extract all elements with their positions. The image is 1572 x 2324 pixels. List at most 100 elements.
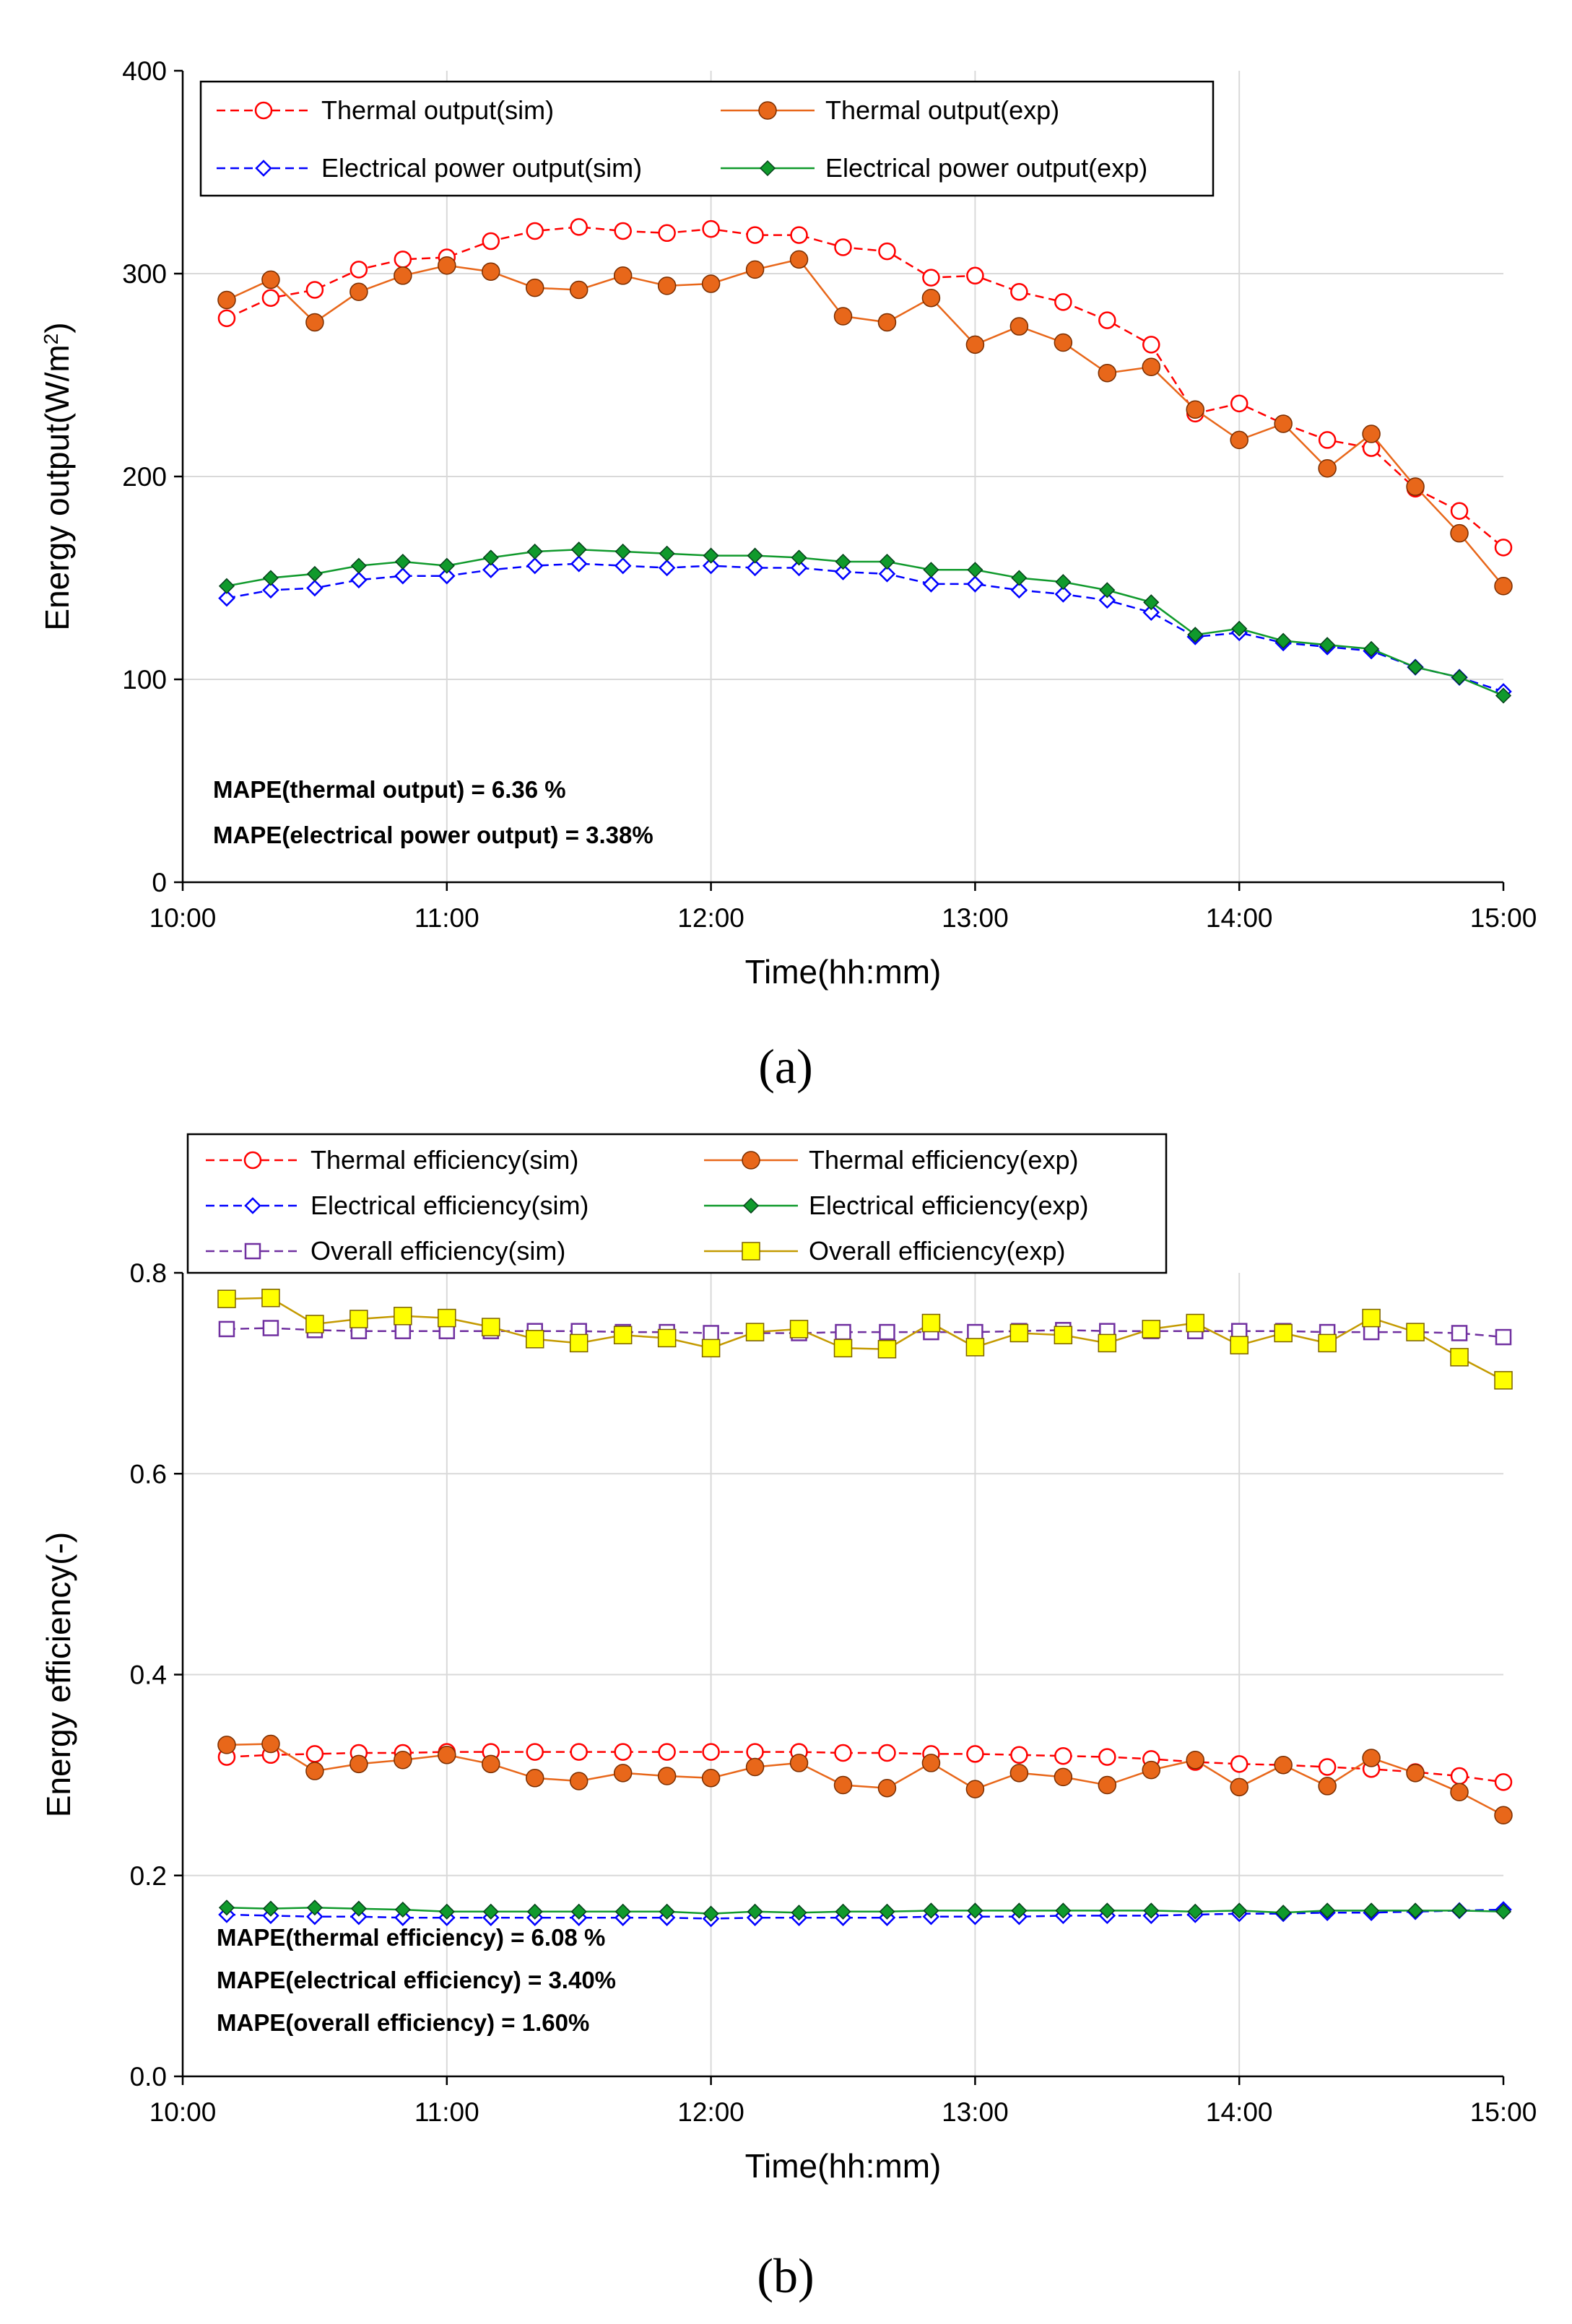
- legend-marker: [742, 1242, 760, 1261]
- point-thermal-output-sim: [1054, 293, 1072, 311]
- chart-a-panel-label: (a): [758, 1039, 812, 1094]
- point-overall-efficiency-exp: [745, 1323, 765, 1341]
- series-line-electrical-power-output-exp: [226, 548, 1504, 697]
- point-electrical-power-output-sim: [1010, 581, 1028, 599]
- point-thermal-output-sim: [1098, 311, 1116, 329]
- point-overall-efficiency-exp: [305, 1315, 324, 1333]
- point-electrical-efficiency-sim: [394, 1909, 412, 1926]
- point-electrical-efficiency-exp: [659, 1903, 675, 1920]
- point-electrical-power-output-sim: [922, 575, 940, 593]
- point-electrical-efficiency-exp: [482, 1903, 499, 1920]
- point-overall-efficiency-exp: [217, 1289, 236, 1308]
- point-overall-efficiency-exp: [569, 1333, 589, 1353]
- point-electrical-power-output-exp: [262, 570, 279, 586]
- point-overall-efficiency-exp: [349, 1310, 368, 1328]
- point-thermal-output-sim: [305, 281, 324, 299]
- point-electrical-power-output-exp: [659, 545, 675, 562]
- point-electrical-power-output-exp: [438, 557, 455, 574]
- point-thermal-output-exp: [1450, 523, 1469, 543]
- point-electrical-power-output-exp: [1363, 640, 1380, 657]
- x-tick-label: 15:00: [1470, 903, 1537, 933]
- point-electrical-power-output-sim: [1142, 604, 1160, 622]
- point-electrical-efficiency-exp: [570, 1903, 587, 1920]
- point-thermal-output-sim: [702, 219, 720, 238]
- point-thermal-efficiency-exp: [482, 1754, 500, 1774]
- point-overall-efficiency-sim: [1495, 1328, 1512, 1346]
- point-thermal-output-sim: [658, 224, 676, 243]
- point-electrical-efficiency-exp: [791, 1905, 807, 1921]
- point-thermal-efficiency-exp: [745, 1757, 765, 1777]
- point-thermal-efficiency-exp: [1450, 1783, 1469, 1802]
- point-electrical-power-output-sim: [746, 559, 764, 577]
- point-electrical-efficiency-exp: [262, 1900, 279, 1917]
- point-thermal-output-sim: [394, 251, 412, 269]
- x-axis-label: Time(hh:mm): [745, 953, 942, 991]
- point-electrical-power-output-sim: [834, 563, 852, 580]
- legend-label: Thermal output(sim): [321, 95, 554, 125]
- y-axis-label-sup: 2: [40, 334, 62, 345]
- y-tick-label: 200: [122, 462, 167, 492]
- point-thermal-efficiency-exp: [1142, 1760, 1161, 1780]
- legend-label: Overall efficiency(exp): [809, 1236, 1065, 1266]
- point-thermal-efficiency-exp: [305, 1762, 324, 1780]
- chart-b: 0.0 0.2 0.4 0.6 0.8 10:00 11:00 12:00 13:00 14:00…: [40, 1133, 1537, 2185]
- y-tick-label: 400: [122, 56, 167, 86]
- point-electrical-power-output-sim: [1098, 591, 1116, 609]
- point-thermal-efficiency-exp: [438, 1746, 456, 1764]
- point-electrical-efficiency-exp: [1319, 1902, 1336, 1919]
- point-overall-efficiency-exp: [394, 1307, 412, 1326]
- point-electrical-efficiency-exp: [526, 1903, 543, 1920]
- point-electrical-power-output-exp: [791, 549, 807, 566]
- point-electrical-power-output-sim: [438, 567, 456, 585]
- point-electrical-efficiency-exp: [1143, 1902, 1160, 1919]
- point-electrical-efficiency-exp: [394, 1901, 411, 1918]
- point-overall-efficiency-sim: [262, 1320, 279, 1336]
- point-thermal-output-sim: [966, 266, 984, 285]
- chart-a: 0 100 200 300 400 10:00 11:00 12:00 13:00 14:00 15…: [38, 56, 1537, 991]
- point-electrical-power-output-exp: [394, 553, 411, 570]
- point-electrical-power-output-sim: [966, 575, 984, 593]
- legend-marker: [255, 160, 272, 177]
- y-tick-label: 0.8: [130, 1258, 167, 1288]
- legend-marker: [244, 1197, 261, 1214]
- x-tick-label: 12:00: [677, 2097, 744, 2127]
- legend-label: Electrical power output(sim): [321, 153, 642, 183]
- point-thermal-output-exp: [1009, 317, 1029, 336]
- point-thermal-efficiency-sim: [702, 1743, 720, 1761]
- point-thermal-efficiency-exp: [921, 1754, 941, 1772]
- point-electrical-power-output-sim: [526, 557, 544, 575]
- point-thermal-efficiency-sim: [834, 1744, 852, 1762]
- x-tick-label: 15:00: [1470, 2097, 1537, 2127]
- point-thermal-output-exp: [305, 313, 324, 332]
- point-thermal-output-exp: [1142, 357, 1161, 377]
- point-thermal-output-sim: [790, 226, 808, 244]
- point-electrical-power-output-exp: [703, 547, 719, 564]
- point-electrical-power-output-exp: [1143, 594, 1160, 611]
- point-thermal-efficiency-exp: [1054, 1767, 1073, 1787]
- point-electrical-efficiency-exp: [1055, 1902, 1072, 1919]
- point-electrical-efficiency-exp: [1495, 1903, 1512, 1920]
- point-overall-efficiency-sim: [879, 1323, 895, 1341]
- point-thermal-efficiency-exp: [877, 1778, 897, 1798]
- point-electrical-power-output-sim: [394, 567, 412, 585]
- point-thermal-efficiency-exp: [1362, 1749, 1381, 1767]
- point-electrical-efficiency-exp: [923, 1902, 939, 1919]
- point-thermal-output-exp: [482, 262, 500, 281]
- x-tick-label: 14:00: [1206, 2097, 1273, 2127]
- point-electrical-efficiency-exp: [218, 1899, 235, 1916]
- chart-b-panel-label: (b): [757, 2248, 814, 2303]
- x-axis-label: Time(hh:mm): [745, 2147, 942, 2185]
- point-thermal-output-exp: [789, 250, 809, 269]
- point-electrical-power-output-exp: [350, 557, 367, 574]
- point-thermal-output-sim: [526, 222, 544, 240]
- point-thermal-output-exp: [1054, 333, 1073, 352]
- series-line-overall-efficiency-sim: [226, 1327, 1504, 1339]
- legend-label: Electrical efficiency(sim): [311, 1191, 589, 1220]
- legend-label: Thermal efficiency(exp): [809, 1145, 1078, 1175]
- x-tick-label: 14:00: [1206, 903, 1273, 933]
- point-overall-efficiency-sim: [394, 1323, 412, 1339]
- point-thermal-output-sim: [878, 242, 896, 261]
- y-axis-label-close: ): [38, 322, 76, 333]
- point-thermal-output-sim: [349, 261, 368, 279]
